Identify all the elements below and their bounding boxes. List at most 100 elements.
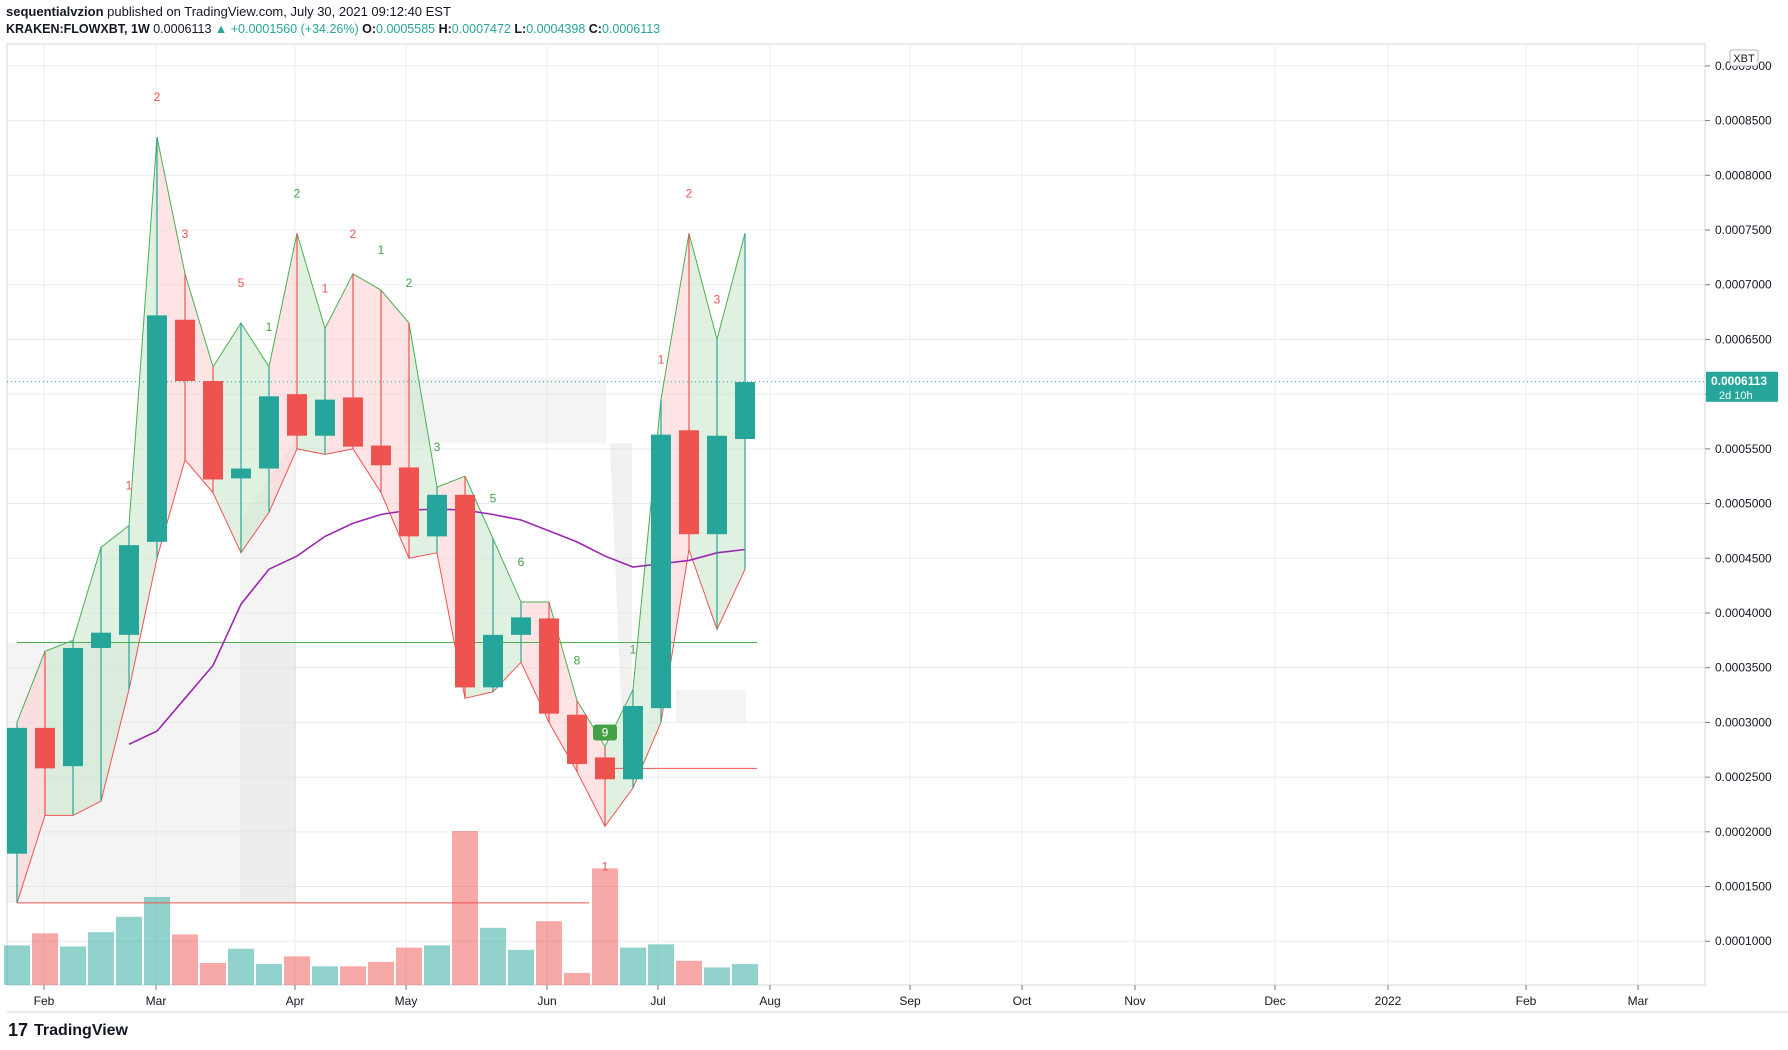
volume-bar	[648, 944, 674, 985]
volume-bar	[88, 932, 114, 985]
y-tick-label: 0.0001000	[1715, 934, 1772, 948]
volume-bar	[228, 948, 254, 985]
setup-count-label: 3	[182, 227, 189, 241]
setup-count-label: 2	[294, 186, 301, 200]
volume-bar	[368, 961, 394, 985]
candle-body	[147, 315, 167, 542]
x-tick-label: Jul	[650, 994, 665, 1008]
symbol-label[interactable]: KRAKEN:FLOWXBT, 1W	[6, 22, 150, 36]
setup-count-label: 2	[154, 90, 161, 104]
y-tick-label: 0.0005500	[1715, 442, 1772, 456]
zone-shade	[610, 443, 632, 723]
last-price-tag-value: 0.0006113	[1711, 374, 1767, 388]
last-price: 0.0006113	[153, 22, 212, 36]
candle-body	[567, 714, 587, 764]
y-tick-label: 0.0007000	[1715, 278, 1772, 292]
volume-bar	[312, 966, 338, 985]
y-tick-label: 0.0004500	[1715, 551, 1772, 565]
x-tick-label: Nov	[1124, 994, 1145, 1008]
candle-body	[399, 467, 419, 537]
publisher-name[interactable]: sequentialvzion	[6, 4, 104, 19]
candle-body	[315, 399, 335, 436]
volume-bar	[200, 963, 226, 985]
volume-bar	[564, 972, 590, 985]
candle-body	[343, 397, 363, 447]
price-change: +0.0001560 (+34.26%)	[230, 22, 359, 36]
low-label: L:	[514, 22, 527, 36]
x-tick-label: Feb	[34, 994, 55, 1008]
candle-body	[735, 382, 755, 440]
volume-bar	[284, 956, 310, 985]
zone-shade	[676, 689, 746, 723]
candle-body	[679, 430, 699, 535]
published-info: published on TradingView.com, July 30, 2…	[107, 4, 451, 19]
volume-bar	[4, 945, 30, 985]
setup-9-badge	[593, 724, 617, 741]
candle-body	[63, 647, 83, 767]
trend-cloud	[241, 323, 269, 553]
setup-count-label: 1	[602, 859, 609, 873]
y-tick-label: 0.0003000	[1715, 715, 1772, 729]
setup-count-label: 6	[518, 555, 525, 569]
currency-badge	[1729, 49, 1759, 67]
high-value: 0.0007472	[451, 22, 511, 36]
x-tick-label: Apr	[286, 994, 305, 1008]
volume-bar	[60, 946, 86, 985]
candle-body	[287, 394, 307, 436]
volume-bar	[676, 960, 702, 985]
volume-bar	[144, 897, 170, 985]
y-tick-label: 0.0001500	[1715, 880, 1772, 894]
volume-bar	[452, 831, 478, 985]
volume-bar	[32, 933, 58, 985]
y-tick-label: 0.0006500	[1715, 332, 1772, 346]
x-tick-label: Sep	[899, 994, 921, 1008]
volume-bar	[340, 966, 366, 985]
volume-bar	[592, 868, 618, 985]
candle-body	[91, 632, 111, 648]
candle-body	[595, 757, 615, 780]
setup-count-label: 2	[350, 227, 357, 241]
plot-frame	[6, 43, 1706, 986]
setup-count-label: 1	[630, 643, 637, 657]
x-tick-label: Feb	[1516, 994, 1537, 1008]
setup-count-label: 3	[714, 292, 721, 306]
candle-body	[203, 381, 223, 480]
x-tick-label: Aug	[759, 994, 780, 1008]
ohlc-legend: KRAKEN:FLOWXBT, 1W 0.0006113 ▲ +0.000156…	[6, 22, 660, 36]
candle-body	[371, 445, 391, 466]
volume-bar	[704, 967, 730, 985]
y-tick-label: 0.0003500	[1715, 661, 1772, 675]
tradingview-footer: 17 TradingView	[8, 1020, 128, 1041]
y-tick-label: 0.0002500	[1715, 770, 1772, 784]
trend-cloud	[213, 323, 241, 553]
currency-badge-label: XBT	[1733, 53, 1755, 65]
publish-line: sequentialvzion published on TradingView…	[6, 4, 451, 19]
candle-body	[651, 434, 671, 709]
high-label: H:	[438, 22, 452, 36]
setup-count-label: 5	[490, 492, 497, 506]
setup-count-label: 2	[686, 186, 693, 200]
tradingview-brand[interactable]: TradingView	[34, 1021, 128, 1039]
volume-bar	[424, 945, 450, 985]
y-tick-label: 0.0005000	[1715, 497, 1772, 511]
y-tick-label: 0.0004000	[1715, 606, 1772, 620]
x-tick-label: Mar	[146, 994, 167, 1008]
candle-body	[231, 468, 251, 479]
setup-count-label: 5	[238, 276, 245, 290]
x-tick-label: May	[395, 994, 418, 1008]
setup-count-label: 1	[322, 281, 329, 295]
candle-body	[483, 634, 503, 688]
setup-count-label: 3	[434, 440, 441, 454]
volume-bar	[508, 949, 534, 985]
x-tick-label: 2022	[1375, 994, 1402, 1008]
open-value: 0.0005585	[376, 22, 436, 36]
low-value: 0.0004398	[526, 22, 586, 36]
setup-count-label: 2	[406, 276, 413, 290]
x-tick-label: Dec	[1264, 994, 1285, 1008]
volume-bar	[732, 964, 758, 985]
volume-bar	[620, 947, 646, 985]
volume-bar	[256, 964, 282, 985]
x-tick-label: Jun	[537, 994, 556, 1008]
y-tick-label: 0.0007500	[1715, 223, 1772, 237]
